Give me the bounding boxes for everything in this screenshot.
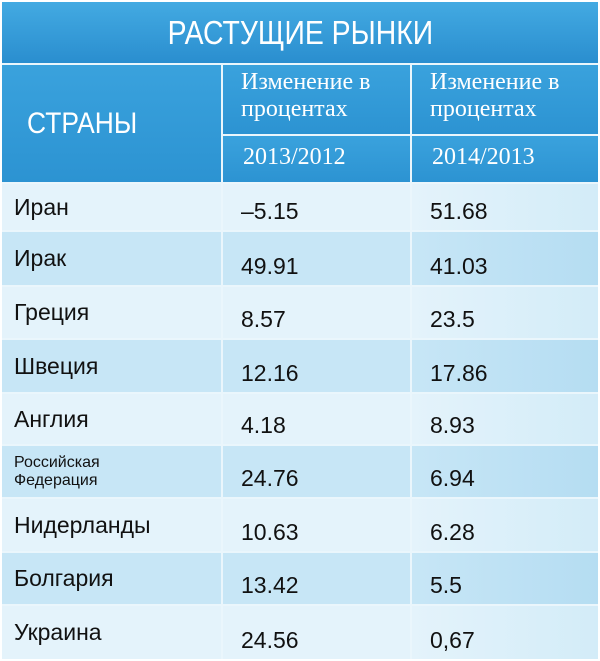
country-line2: Федерация [14, 471, 98, 489]
header-change-line2: процентах [430, 96, 537, 122]
value-2014-cell: 8.93 [412, 394, 598, 444]
country-cell: Российская Федерация [2, 446, 221, 497]
table-row: Российская Федерация 24.76 6.94 [2, 446, 598, 497]
value-2014-cell: 51.68 [412, 184, 598, 230]
table-row: Англия 4.18 8.93 [2, 394, 598, 444]
header-year2: 2014/2013 [412, 136, 598, 182]
country-cell: Ирак [2, 232, 221, 285]
country-cell: Нидерланды [2, 499, 221, 551]
value-2013-cell: 49.91 [223, 232, 410, 285]
value-2013-cell: 12.16 [223, 340, 410, 392]
table-row: Швеция 12.16 17.86 [2, 340, 598, 392]
header-change-line1: Изменение в [241, 69, 371, 95]
table-title: РАСТУЩИЕ РЫНКИ [2, 2, 598, 63]
country-cell: Украина [2, 606, 221, 659]
country-cell: Иран [2, 184, 221, 230]
header-change-col1: Изменение в процентах [223, 65, 410, 134]
table-row: Греция 8.57 23.5 [2, 287, 598, 338]
value-2014-cell: 6.94 [412, 446, 598, 497]
value-2013-cell: 24.76 [223, 446, 410, 497]
value-2013-cell: 4.18 [223, 394, 410, 444]
header-change-line1: Изменение в [430, 69, 560, 95]
value-2014-cell: 41.03 [412, 232, 598, 285]
value-2014-cell: 17.86 [412, 340, 598, 392]
table-row: Иран –5.15 51.68 [2, 184, 598, 230]
header-change-col2: Изменение в процентах [412, 65, 598, 134]
header-year1: 2013/2012 [223, 136, 410, 182]
value-2013-cell: 13.42 [223, 553, 410, 604]
header-change-line2: процентах [241, 96, 348, 122]
table-title-text: РАСТУЩИЕ РЫНКИ [167, 13, 433, 51]
country-line1: Российская [14, 453, 100, 471]
value-2014-cell: 5.5 [412, 553, 598, 604]
value-2014-cell: 23.5 [412, 287, 598, 338]
country-cell: Англия [2, 394, 221, 444]
value-2013-cell: 8.57 [223, 287, 410, 338]
value-2014-cell: 6.28 [412, 499, 598, 551]
value-2013-cell: –5.15 [223, 184, 410, 230]
header-countries-text: СТРАНЫ [27, 106, 138, 140]
value-2013-cell: 10.63 [223, 499, 410, 551]
country-cell: Болгария [2, 553, 221, 604]
table-row: Украина 24.56 0,67 [2, 606, 598, 659]
table-row: Болгария 13.42 5.5 [2, 553, 598, 604]
value-2013-cell: 24.56 [223, 606, 410, 659]
table-row: Нидерланды 10.63 6.28 [2, 499, 598, 551]
country-cell: Греция [2, 287, 221, 338]
table-row: Ирак 49.91 41.03 [2, 232, 598, 285]
header-countries: СТРАНЫ [2, 65, 221, 182]
value-2014-cell: 0,67 [412, 606, 598, 659]
country-cell: Швеция [2, 340, 221, 392]
